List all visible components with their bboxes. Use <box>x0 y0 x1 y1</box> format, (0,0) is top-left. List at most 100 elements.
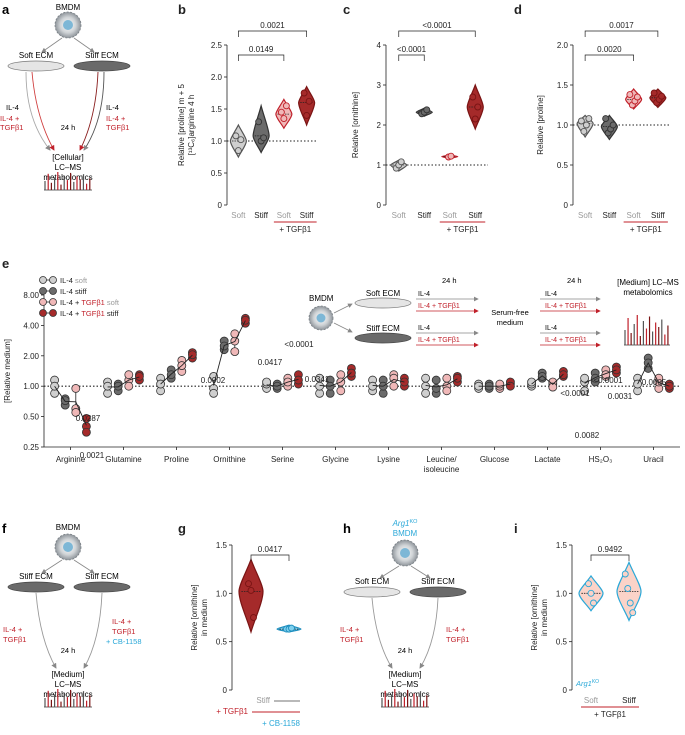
x-tick-label: Glycine <box>322 455 349 464</box>
x-tick-label: Lysine <box>377 455 400 464</box>
panel-a: a BMDM Soft ECM Stiff ECM IL-4 IL-4 + TG… <box>0 2 131 191</box>
p-value-label: <0.0001 <box>560 389 590 398</box>
data-point <box>421 373 431 383</box>
data-point <box>527 377 536 387</box>
panel-letter-f: f <box>2 521 7 536</box>
data-point <box>447 152 455 160</box>
data-point <box>240 315 250 325</box>
data-point <box>232 132 240 140</box>
data-point <box>633 93 641 101</box>
stiff-ecm-dish <box>409 586 467 598</box>
data-point <box>103 381 112 391</box>
il4-tgf-stiff-2: IL-4 + TGFβ1 <box>545 337 587 344</box>
y-tick-label: 2.5 <box>211 41 223 50</box>
cell-label: BMDM <box>56 523 81 532</box>
cell-icon <box>54 11 82 39</box>
legend-marker <box>49 287 57 295</box>
condition-row: Stiff <box>256 696 270 705</box>
readout-3: metabolomics <box>380 690 429 699</box>
legend-label: IL-4 stiff <box>60 287 87 296</box>
data-point <box>505 381 515 391</box>
data-point <box>577 117 585 125</box>
p-value-label: <0.0001 <box>593 376 623 385</box>
il4-tgf-stiff: IL-4 + TGFβ1 <box>418 337 460 344</box>
data-point <box>124 370 134 380</box>
data-point <box>624 585 632 592</box>
y-tick-label: 1.0 <box>211 137 223 146</box>
legend-marker <box>39 309 47 317</box>
x-tick-label: Soft <box>231 211 246 220</box>
stiff-ecm-dish-2 <box>73 581 131 593</box>
panel-e-schematic: BMDM Soft ECM Stiff ECM 24 h IL-4 IL-4 +… <box>308 276 679 348</box>
data-point <box>442 373 452 383</box>
data-point <box>587 589 595 597</box>
data-point <box>303 111 311 119</box>
y-axis-label: Relative [ornithine] <box>190 584 199 650</box>
cell-icon <box>308 305 334 331</box>
data-point <box>282 102 290 110</box>
data-point <box>548 382 558 392</box>
significance-bracket <box>238 54 285 61</box>
mean-connector <box>584 369 617 384</box>
readout-2: metabolomics <box>623 288 672 297</box>
il4-tgf-label-left-2: TGFβ1 <box>0 123 23 132</box>
p-value-label: 0.0020 <box>597 45 622 54</box>
x-tick-label: Glucose <box>480 455 510 464</box>
stiff-ecm-dish-1 <box>7 581 65 593</box>
x-tick-label: Soft <box>584 696 599 705</box>
readout-1: [Medium] <box>52 670 85 679</box>
il4-tgf-left-2: TGFβ1 <box>3 635 26 644</box>
significance-bracket <box>398 54 425 61</box>
x-tick-label: Stiff <box>603 211 617 220</box>
significance-bracket <box>398 30 476 37</box>
mean-connector <box>213 320 246 386</box>
legend-label: IL-4 soft <box>60 276 88 285</box>
legend-label-part: IL-4 + <box>60 298 81 307</box>
il4-tgf-label-right-1: IL-4 + <box>106 114 126 123</box>
p-value-label: 0.0287 <box>76 414 101 423</box>
x-tick-label: Soft <box>578 211 593 220</box>
data-point <box>602 115 610 123</box>
legend-marker <box>39 287 47 295</box>
serum-free-2: medium <box>497 318 524 327</box>
panel-letter-d: d <box>514 2 522 17</box>
data-point <box>300 89 308 97</box>
arg1-ko-label: Arg1KO <box>392 519 419 528</box>
data-point <box>626 91 634 99</box>
data-point <box>495 379 505 389</box>
data-point <box>580 127 588 135</box>
stiff-ecm-label-2: Stiff ECM <box>85 572 119 581</box>
data-point <box>537 372 547 381</box>
data-point <box>82 427 91 437</box>
data-point <box>650 89 658 97</box>
superscript: KO <box>592 679 599 685</box>
chart-c: c 0 1 2 3 4 Relative [ornithine] <0.0001 <0.0001… <box>343 2 488 234</box>
data-point <box>431 384 441 393</box>
y-axis-label: [Relative medium] <box>3 339 12 403</box>
panel-letter-g: g <box>178 521 186 536</box>
y-tick-label: 0 <box>564 201 569 210</box>
data-point <box>590 599 597 607</box>
il4-stiff: IL-4 <box>418 325 430 332</box>
y-axis-label: in medium <box>540 599 549 636</box>
stiff-ecm-label: Stiff ECM <box>85 51 119 60</box>
y-axis-label: Relative [proline] <box>536 95 545 155</box>
legend-label-part: stiff <box>105 309 120 318</box>
data-point <box>585 115 593 123</box>
p-value-label: 0.0021 <box>80 451 105 460</box>
panel-letter-b: b <box>178 2 186 17</box>
il4-tgf-right-1: IL-4 + <box>446 625 466 634</box>
data-point <box>421 388 431 398</box>
group-label: + TGFβ1 <box>447 225 479 234</box>
il4-tgf-right-2: TGFβ1 <box>112 627 135 636</box>
p-value-label: <0.0001 <box>284 340 314 349</box>
data-point <box>124 381 134 391</box>
x-tick-label: Stiff <box>622 696 636 705</box>
y-tick-label: 4 <box>377 41 382 50</box>
y-tick-label: 0.5 <box>211 169 223 178</box>
data-point <box>368 381 378 391</box>
y-axis-label: Relative [ornithine] <box>351 92 360 158</box>
il4-tgf-right-2: TGFβ1 <box>446 635 469 644</box>
readout-2: LC–MS <box>55 163 82 172</box>
